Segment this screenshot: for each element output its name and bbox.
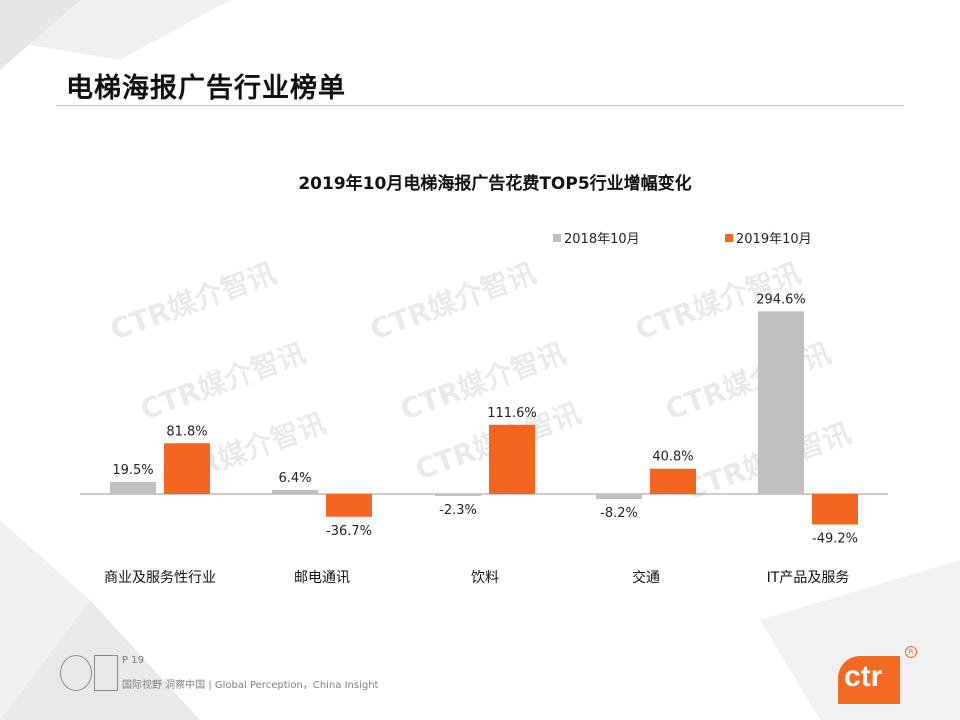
watermark-text: CTR媒介智讯 — [106, 256, 280, 346]
legend-swatch-1 — [553, 234, 561, 242]
page-number: P 19 — [122, 655, 144, 666]
bar-2019-3 — [489, 424, 535, 494]
legend-label-1: 2018年10月 — [564, 232, 640, 247]
legend: 2018年10月 2019年10月 — [553, 232, 812, 247]
data-label-2019-4: 40.8% — [652, 450, 693, 465]
legend-swatch-2 — [725, 234, 733, 242]
page-title: 电梯海报广告行业榜单 — [66, 73, 346, 104]
bar-2018-5 — [758, 311, 804, 494]
bar-2018-2 — [272, 490, 318, 494]
category-label-4: 交通 — [632, 569, 660, 586]
watermark-text: CTR媒介智讯 — [661, 336, 835, 426]
bars — [110, 311, 858, 525]
data-label-2018-3: -2.3% — [439, 503, 477, 518]
watermark-text: CTR媒介智讯 — [366, 256, 540, 346]
registered-mark-icon: R — [905, 646, 917, 658]
chart-title: 2019年10月电梯海报广告花费TOP5行业增幅变化 — [298, 173, 691, 194]
category-label-3: 饮料 — [471, 570, 499, 586]
data-label-2018-5: 294.6% — [756, 292, 806, 307]
category-label-5: IT产品及服务 — [767, 570, 850, 586]
legend-label-2: 2019年10月 — [736, 232, 812, 247]
bar-2019-5 — [812, 494, 858, 525]
data-label-2018-2: 6.4% — [278, 471, 311, 486]
bar-2019-1 — [164, 443, 210, 494]
bar-2019-2 — [326, 494, 372, 517]
certification-badge-1 — [60, 655, 92, 691]
category-labels: 商业及服务性行业 邮电通讯 饮料 交通 IT产品及服务 — [104, 569, 849, 586]
ctr-logo-text: ctr — [844, 660, 883, 693]
data-label-2019-5: -49.2% — [812, 532, 858, 547]
bar-2018-3 — [435, 494, 481, 496]
data-label-2019-3: 111.6% — [487, 406, 537, 421]
data-label-2018-1: 19.5% — [112, 463, 153, 478]
category-label-1: 商业及服务性行业 — [104, 570, 216, 586]
certification-badge-2 — [94, 655, 118, 691]
footer-tagline: 国际视野 洞察中国 | Global Perception，China Insi… — [122, 680, 379, 691]
data-label-2019-1: 81.8% — [166, 424, 207, 439]
bar-2018-4 — [596, 494, 642, 500]
data-label-2018-4: -8.2% — [600, 506, 638, 521]
data-label-2019-2: -36.7% — [326, 524, 372, 539]
ctr-logo — [838, 656, 900, 704]
category-label-2: 邮电通讯 — [294, 570, 350, 586]
data-labels: 19.5% 81.8% 6.4% -36.7% -2.3% 111.6% -8.2% 40.8… — [112, 292, 858, 546]
watermark-text: CTR媒介智讯 — [136, 336, 310, 426]
title-divider — [56, 105, 904, 106]
bar-2019-4 — [650, 468, 696, 494]
bar-2018-1 — [110, 481, 156, 494]
